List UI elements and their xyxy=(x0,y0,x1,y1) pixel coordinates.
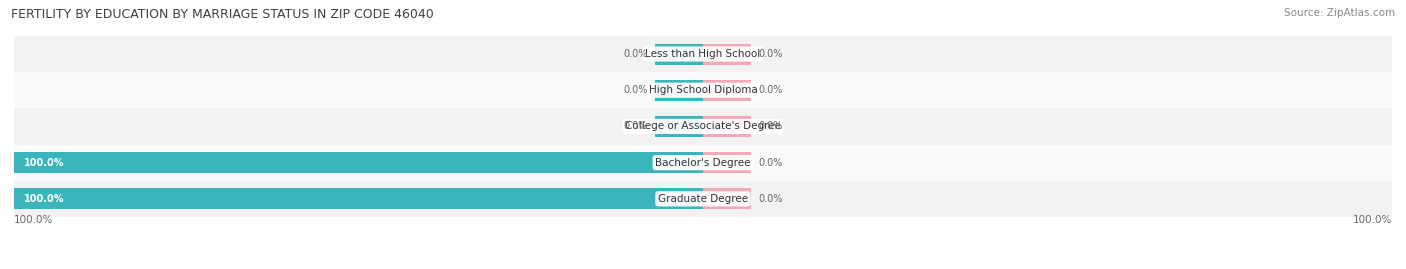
Bar xyxy=(14,144,1392,181)
Text: 0.0%: 0.0% xyxy=(623,85,648,95)
Text: 0.0%: 0.0% xyxy=(758,194,783,204)
Bar xyxy=(655,44,703,65)
Bar xyxy=(703,44,751,65)
Bar xyxy=(703,80,751,101)
Text: 0.0%: 0.0% xyxy=(758,158,783,168)
Bar xyxy=(14,152,703,173)
Bar xyxy=(14,181,1392,217)
Bar xyxy=(655,80,703,101)
Text: Source: ZipAtlas.com: Source: ZipAtlas.com xyxy=(1284,8,1395,18)
Text: 100.0%: 100.0% xyxy=(1353,215,1392,225)
Bar xyxy=(14,108,1392,144)
Text: 100.0%: 100.0% xyxy=(24,194,65,204)
Bar xyxy=(14,72,1392,108)
Text: 100.0%: 100.0% xyxy=(14,215,53,225)
Text: 0.0%: 0.0% xyxy=(758,49,783,59)
Text: High School Diploma: High School Diploma xyxy=(648,85,758,95)
Text: FERTILITY BY EDUCATION BY MARRIAGE STATUS IN ZIP CODE 46040: FERTILITY BY EDUCATION BY MARRIAGE STATU… xyxy=(11,8,434,21)
Bar xyxy=(703,116,751,137)
Bar xyxy=(655,116,703,137)
Text: Less than High School: Less than High School xyxy=(645,49,761,59)
Text: College or Associate's Degree: College or Associate's Degree xyxy=(626,121,780,132)
Text: Graduate Degree: Graduate Degree xyxy=(658,194,748,204)
Text: 0.0%: 0.0% xyxy=(758,85,783,95)
Bar xyxy=(14,36,1392,72)
Text: 100.0%: 100.0% xyxy=(24,158,65,168)
Bar xyxy=(703,152,751,173)
Text: Bachelor's Degree: Bachelor's Degree xyxy=(655,158,751,168)
Text: 0.0%: 0.0% xyxy=(623,49,648,59)
Bar xyxy=(703,188,751,209)
Bar xyxy=(14,188,703,209)
Text: 0.0%: 0.0% xyxy=(758,121,783,132)
Text: 0.0%: 0.0% xyxy=(623,121,648,132)
